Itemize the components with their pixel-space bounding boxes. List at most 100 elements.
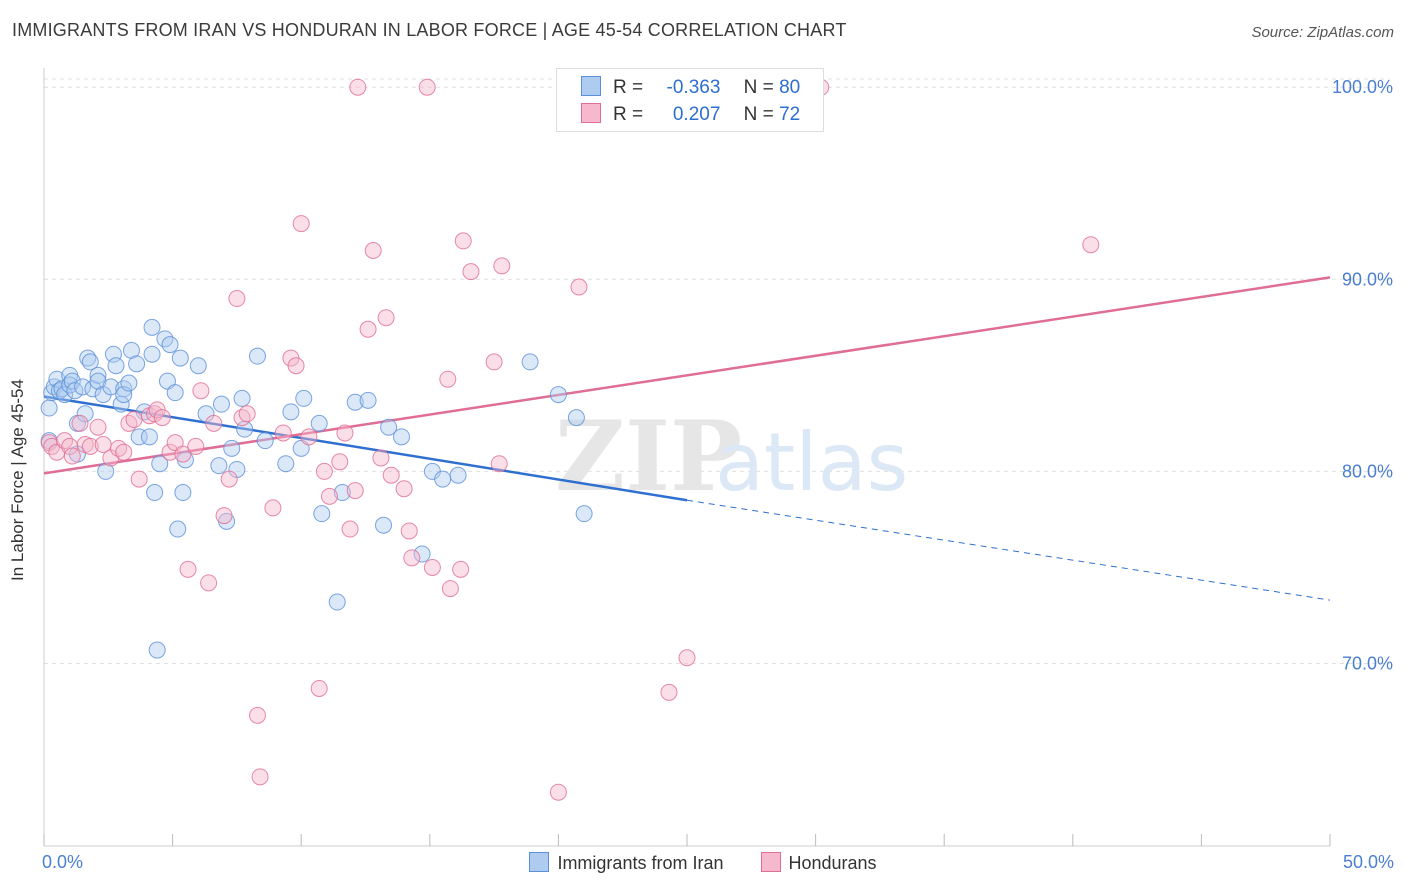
point-iran [66, 382, 84, 400]
point-hondurans [372, 449, 390, 467]
point-iran [166, 384, 184, 402]
point-hondurans [439, 370, 457, 388]
point-hondurans [418, 78, 436, 96]
point-iran [102, 378, 120, 396]
chart-title: IMMIGRANTS FROM IRAN VS HONDURAN IN LABO… [12, 20, 847, 40]
point-iran [169, 520, 187, 538]
point-hondurans [153, 409, 171, 427]
x-tick-label-max: 50.0% [1342, 852, 1394, 872]
point-hondurans [248, 706, 266, 724]
point-iran [393, 428, 411, 446]
point-hondurans [452, 560, 470, 578]
y-tick-label: 90.0% [1342, 269, 1393, 289]
iran-swatch [581, 76, 601, 96]
legend-label-hondurans: Hondurans [788, 853, 877, 873]
point-hondurans [660, 683, 678, 701]
point-hondurans [462, 263, 480, 281]
y-tick-label: 100.0% [1332, 77, 1393, 97]
point-iran [434, 470, 452, 488]
point-hondurans [71, 414, 89, 432]
point-iran [248, 347, 266, 365]
point-hondurans [205, 414, 223, 432]
point-hondurans [364, 241, 382, 259]
point-hondurans [441, 580, 459, 598]
point-iran [413, 545, 431, 563]
point-iran [74, 378, 92, 396]
watermark-atlas: atlas [715, 416, 908, 509]
point-hondurans [346, 482, 364, 500]
point-iran [212, 395, 230, 413]
point-hondurans [215, 507, 233, 525]
point-hondurans [395, 480, 413, 498]
n-label: N = [743, 77, 774, 98]
point-iran [122, 341, 140, 359]
point-hondurans [292, 215, 310, 233]
point-iran [282, 403, 300, 421]
legend-swatch-iran [529, 852, 550, 872]
y-tick-label: 80.0% [1342, 461, 1393, 481]
point-hondurans [187, 437, 205, 455]
point-hondurans [251, 768, 269, 786]
point-hondurans [485, 353, 503, 371]
point-iran [151, 455, 169, 473]
hondurans-swatch [581, 103, 601, 123]
point-hondurans [403, 549, 421, 567]
point-iran [375, 516, 393, 534]
point-hondurans [264, 499, 282, 517]
point-hondurans [320, 487, 338, 505]
point-hondurans [454, 232, 472, 250]
point-iran [128, 355, 146, 373]
point-iran [143, 345, 161, 363]
r-value: -0.363 [666, 77, 721, 98]
legend: Immigrants from Iran Hondurans [0, 852, 1406, 874]
n-value: 72 [779, 104, 801, 125]
point-iran [575, 505, 593, 523]
point-hondurans [274, 424, 292, 442]
point-hondurans [220, 470, 238, 488]
point-iran [521, 353, 539, 371]
point-iran [174, 484, 192, 502]
trend-line-iran-extension [686, 499, 1331, 601]
point-iran [81, 353, 99, 371]
point-hondurans [570, 278, 588, 296]
point-iran [148, 641, 166, 659]
source-label: Source: ZipAtlas.com [1251, 24, 1394, 41]
stats-row-hondurans: R = 0.207 N = 72 [581, 103, 800, 127]
point-hondurans [300, 428, 318, 446]
point-iran [210, 457, 228, 475]
point-iran [333, 484, 351, 502]
point-hondurans [228, 290, 246, 308]
point-hondurans [423, 558, 441, 576]
point-iran [97, 462, 115, 480]
point-iran [130, 428, 148, 446]
point-iran [449, 466, 467, 484]
point-hondurans [125, 411, 143, 429]
point-hondurans [349, 78, 367, 96]
point-hondurans [287, 357, 305, 375]
point-hondurans [382, 466, 400, 484]
point-iran [63, 372, 81, 390]
point-hondurans [341, 520, 359, 538]
point-iran [295, 389, 313, 407]
point-iran [277, 455, 295, 473]
point-iran [40, 399, 58, 417]
point-hondurans [490, 455, 508, 473]
point-hondurans [200, 574, 218, 592]
point-iran [359, 391, 377, 409]
legend-item-iran[interactable]: Immigrants from Iran [529, 852, 723, 874]
point-hondurans [493, 257, 511, 275]
point-hondurans [192, 382, 210, 400]
point-iran [310, 414, 328, 432]
point-hondurans [549, 783, 567, 801]
point-iran [89, 366, 107, 384]
r-value: 0.207 [672, 104, 721, 125]
point-iran [171, 349, 189, 367]
legend-item-hondurans[interactable]: Hondurans [760, 852, 877, 874]
trend-line-hondurans [43, 276, 1331, 475]
point-hondurans [238, 405, 256, 423]
point-hondurans [315, 462, 333, 480]
point-hondurans [336, 424, 354, 442]
point-iran [143, 318, 161, 336]
